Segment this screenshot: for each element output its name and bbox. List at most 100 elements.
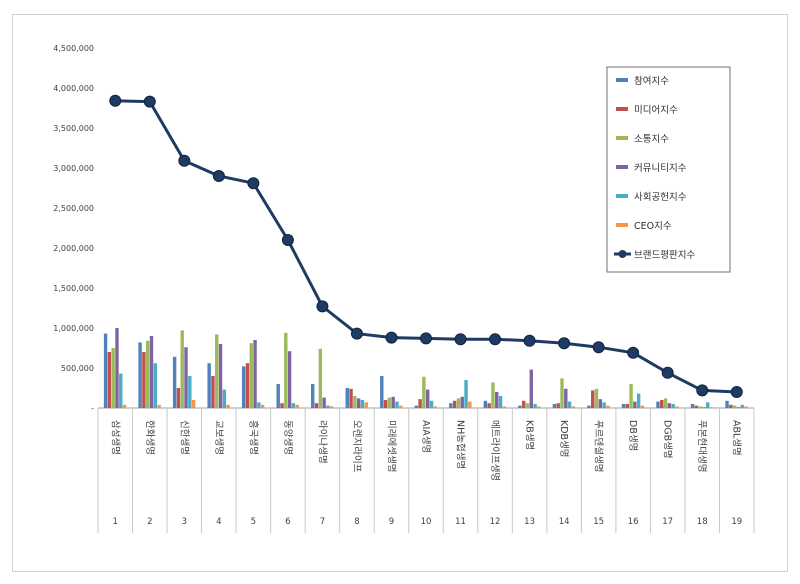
bar-2 [521,400,526,408]
y-tick-label: 4,500,000 [53,44,94,53]
category-label: ABL생명 [731,420,742,456]
bar-5 [153,363,157,408]
bar-6 [640,405,645,408]
legend-label: 소통지수 [634,134,669,145]
bar-2 [591,390,595,408]
rank-label: 2 [147,517,152,527]
bar-4 [598,399,603,408]
legend-label: 사회공헌지수 [634,192,687,203]
bar-6 [157,404,161,408]
bar-3 [491,382,495,408]
y-tick-label: 2,500,000 [53,204,94,213]
bar-2 [625,404,629,408]
brand-index-point [109,94,122,107]
bar-4 [115,328,119,408]
rank-label: 7 [320,517,325,527]
bar-4 [253,340,257,408]
bar-2 [211,376,215,408]
bar-2 [383,400,388,408]
bar-3 [215,334,219,408]
bar-3 [353,396,357,408]
y-tick-label: 4,000,000 [53,84,94,93]
bar-3 [249,343,253,408]
brand-index-point [730,386,743,398]
rank-label: 9 [389,517,394,527]
category-label: 라이나생명 [316,420,327,464]
bar-4 [356,398,361,408]
bar-6 [537,406,541,408]
brand-index-point [661,366,674,379]
bar-5 [119,373,123,408]
bar-2 [349,388,353,408]
legend-swatch [616,194,628,198]
bar-6 [709,407,714,408]
bar-2 [142,352,146,408]
bar-1 [414,405,418,408]
bar-2 [314,403,319,408]
bar-5 [257,402,261,408]
y-tick-label: 1,000,000 [53,324,94,333]
legend-swatch [616,107,628,111]
category-label: KDB생명 [558,420,569,458]
bar-2 [280,403,284,408]
bar-1 [725,400,729,408]
bar-2 [176,388,181,408]
category-label: 삼성생명 [109,420,120,455]
bar-4 [391,396,395,408]
brand-index-point [316,300,329,313]
bar-5 [464,380,468,408]
brand-index-point [212,170,225,182]
bar-4 [184,347,188,408]
rank-label: 5 [251,517,256,527]
bar-6 [571,406,576,408]
bar-6 [260,404,265,408]
bar-5 [671,404,675,408]
bar-6 [226,404,230,408]
y-tick-label: 3,500,000 [53,124,94,133]
category-label: 교보생명 [213,420,224,455]
category-label: DB생명 [627,420,638,451]
bar-1 [380,376,384,408]
bar-3 [387,397,392,408]
bar-5 [291,403,296,408]
legend-swatch [616,165,628,169]
bar-5 [602,402,606,408]
legend-swatch [616,78,628,82]
chart-frame: - 500,000 1,000,000 1,500,000 2,000,000 2,500… [12,14,788,572]
category-label: 한화생명 [144,420,155,455]
bar-1 [449,403,453,408]
bar-2 [729,404,733,408]
bar-1 [345,388,349,408]
legend-label: 참여지수 [634,75,669,87]
bar-5 [222,389,227,408]
rank-label: 8 [354,517,359,527]
rank-label: 4 [216,517,221,527]
bar-4 [702,407,706,408]
bar-1 [621,404,626,408]
bar-1 [311,384,315,408]
line-layer [109,94,743,398]
bar-1 [690,404,695,408]
y-tick-label: 500,000 [61,364,94,373]
bar-4 [633,401,637,408]
bar-4 [736,407,741,408]
bar-1 [587,405,591,408]
bar-5 [636,393,641,408]
rank-label: 14 [559,517,570,527]
brand-index-point [178,154,191,167]
bar-6 [744,406,748,408]
rank-label: 13 [524,517,535,527]
rank-label: 16 [628,517,639,527]
bar-3 [422,376,426,408]
bar-4 [564,388,568,408]
bar-4 [529,369,533,408]
axes: - 500,000 1,000,000 1,500,000 2,000,000 2,500… [53,44,755,533]
legend-line-marker [618,250,627,258]
rank-label: 10 [421,517,432,527]
brand-index-point [281,234,294,246]
y-tick-label: 2,000,000 [53,244,94,253]
bar-4 [218,344,223,408]
bar-5 [326,405,330,408]
bar-3 [145,340,150,408]
bar-3 [560,378,564,408]
